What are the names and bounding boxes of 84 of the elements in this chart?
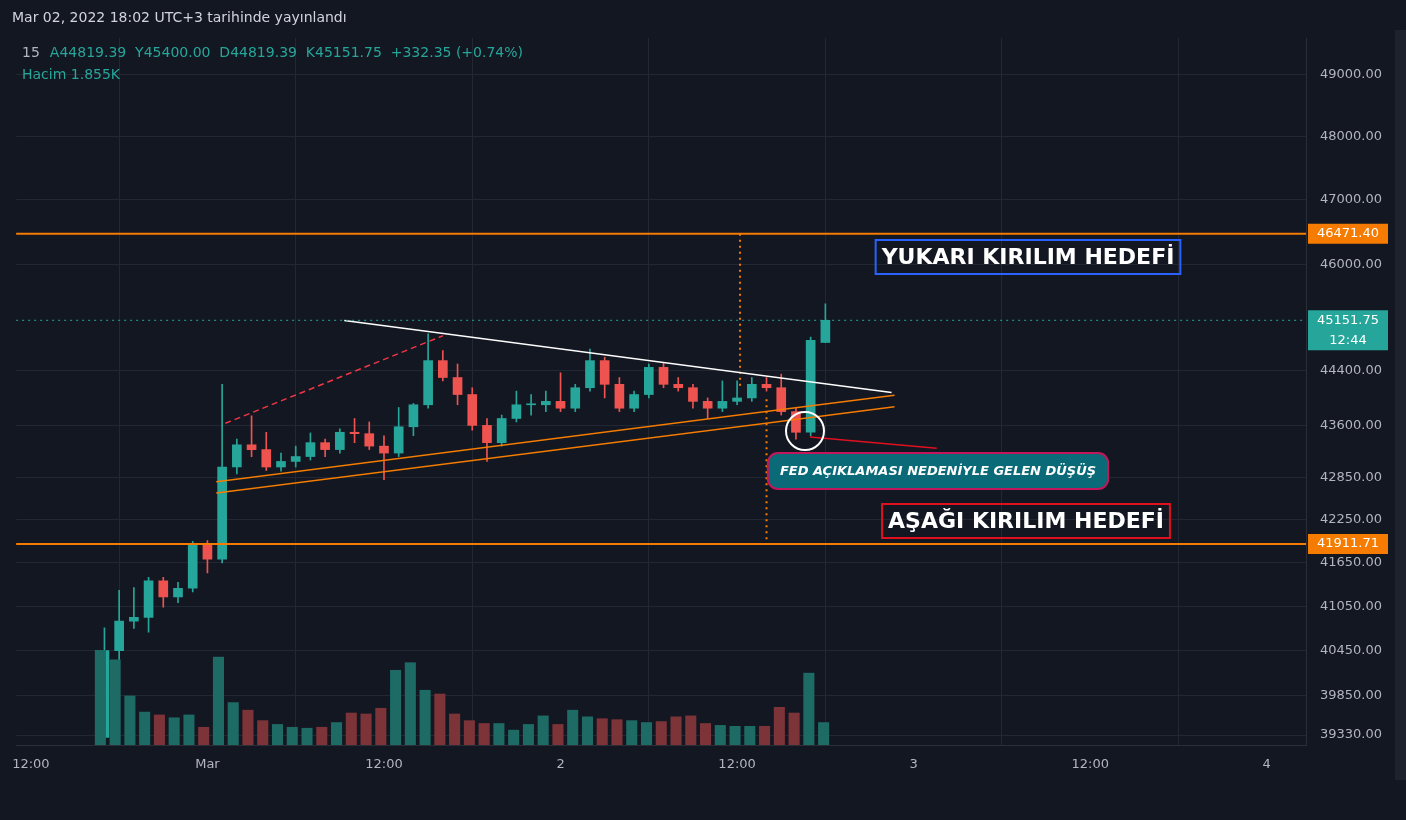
x-tick-label: 12:00 [365, 756, 403, 772]
y-tick-label: 41650.00 [1320, 554, 1383, 570]
text: A44819.39 Y45400.00 D44819.39 K45151.75 +332.35 (+0.74%) [49, 44, 524, 60]
bar [700, 723, 712, 745]
annotation: YUKARI KIRILIM HEDEFİ [880, 243, 1175, 269]
x-tick-label: 12:00 [718, 756, 756, 772]
candlestick [732, 380, 742, 406]
bar [788, 712, 800, 745]
bar [257, 720, 269, 745]
bar [508, 729, 520, 745]
bar [360, 713, 372, 745]
bar [124, 695, 136, 745]
text: 15 [22, 44, 40, 60]
bar [685, 715, 697, 745]
ref-line-label: 41911.71 [1316, 535, 1380, 551]
x-tick-label: 12:00 [1071, 756, 1109, 772]
bar [567, 709, 579, 745]
bar [759, 726, 771, 745]
bar [434, 693, 446, 745]
bar [478, 723, 490, 745]
y-tick-label: 40450.00 [1320, 642, 1383, 658]
bar [463, 720, 475, 745]
y-tick-label: 44400.00 [1320, 362, 1383, 378]
bar [552, 724, 564, 745]
y-tick-label: 43600.00 [1320, 416, 1383, 432]
y-tick-label: 39330.00 [1320, 726, 1383, 742]
bar [449, 713, 461, 745]
text: Mar 02, 2022 18:02 UTC+3 tarihinde yayınlandı [12, 9, 347, 25]
bar [242, 709, 254, 745]
bar [522, 724, 534, 745]
bar [404, 662, 416, 745]
y-tick-label: 42250.00 [1320, 511, 1383, 527]
bar [818, 722, 830, 745]
bar [331, 722, 343, 745]
bar [375, 707, 387, 745]
bar [803, 672, 815, 745]
x-tick-label: 2 [556, 756, 565, 772]
bar [655, 721, 667, 745]
bar [212, 656, 224, 745]
bar [183, 714, 195, 745]
bar [419, 689, 431, 745]
bar [390, 669, 402, 745]
bar [198, 726, 210, 745]
y-tick-label: 49000.00 [1320, 65, 1383, 81]
annotation: Hacim 1.855K [22, 66, 121, 82]
bar [301, 727, 313, 745]
candlestick [526, 394, 536, 416]
bar [596, 718, 608, 745]
bar [227, 702, 239, 745]
bar [493, 723, 505, 745]
annotation: AŞAĞI KIRILIM HEDEFİ [888, 507, 1164, 533]
bar [316, 726, 328, 745]
bar [345, 712, 357, 745]
bar [729, 726, 741, 745]
bar [168, 717, 180, 745]
ref-line-label: 45151.75 12:44 [1316, 311, 1380, 347]
y-tick-label: 41050.00 [1320, 597, 1383, 613]
bar [744, 726, 756, 745]
bar [611, 719, 623, 745]
bar [581, 716, 593, 745]
bar [640, 722, 653, 745]
y-tick-label: 42850.00 [1320, 468, 1383, 484]
x-tick-label: Mar [195, 756, 221, 772]
y-tick-label: 47000.00 [1320, 191, 1383, 207]
candlestick [379, 435, 389, 480]
bar [153, 714, 165, 745]
x-tick-label: 12:00 [12, 756, 50, 772]
annotation: FED AÇIKLAMASI NEDENİYLE GELEN DÜŞÜŞ [779, 463, 1097, 479]
bar [537, 715, 549, 745]
bar [670, 716, 682, 745]
x-tick-label: 4 [1262, 756, 1271, 772]
bar [714, 725, 726, 745]
candlestick [129, 587, 139, 629]
ref-line-label: 46471.40 [1316, 225, 1380, 241]
bar [626, 720, 638, 745]
y-tick-label: 39850.00 [1320, 686, 1383, 702]
bar [271, 724, 284, 745]
x-tick-label: 3 [909, 756, 918, 772]
bar [773, 707, 785, 745]
y-tick-label: 48000.00 [1320, 127, 1383, 143]
candlestick [541, 390, 551, 412]
bar [286, 726, 298, 745]
bar [139, 711, 151, 745]
y-tick-label: 46000.00 [1320, 255, 1383, 271]
